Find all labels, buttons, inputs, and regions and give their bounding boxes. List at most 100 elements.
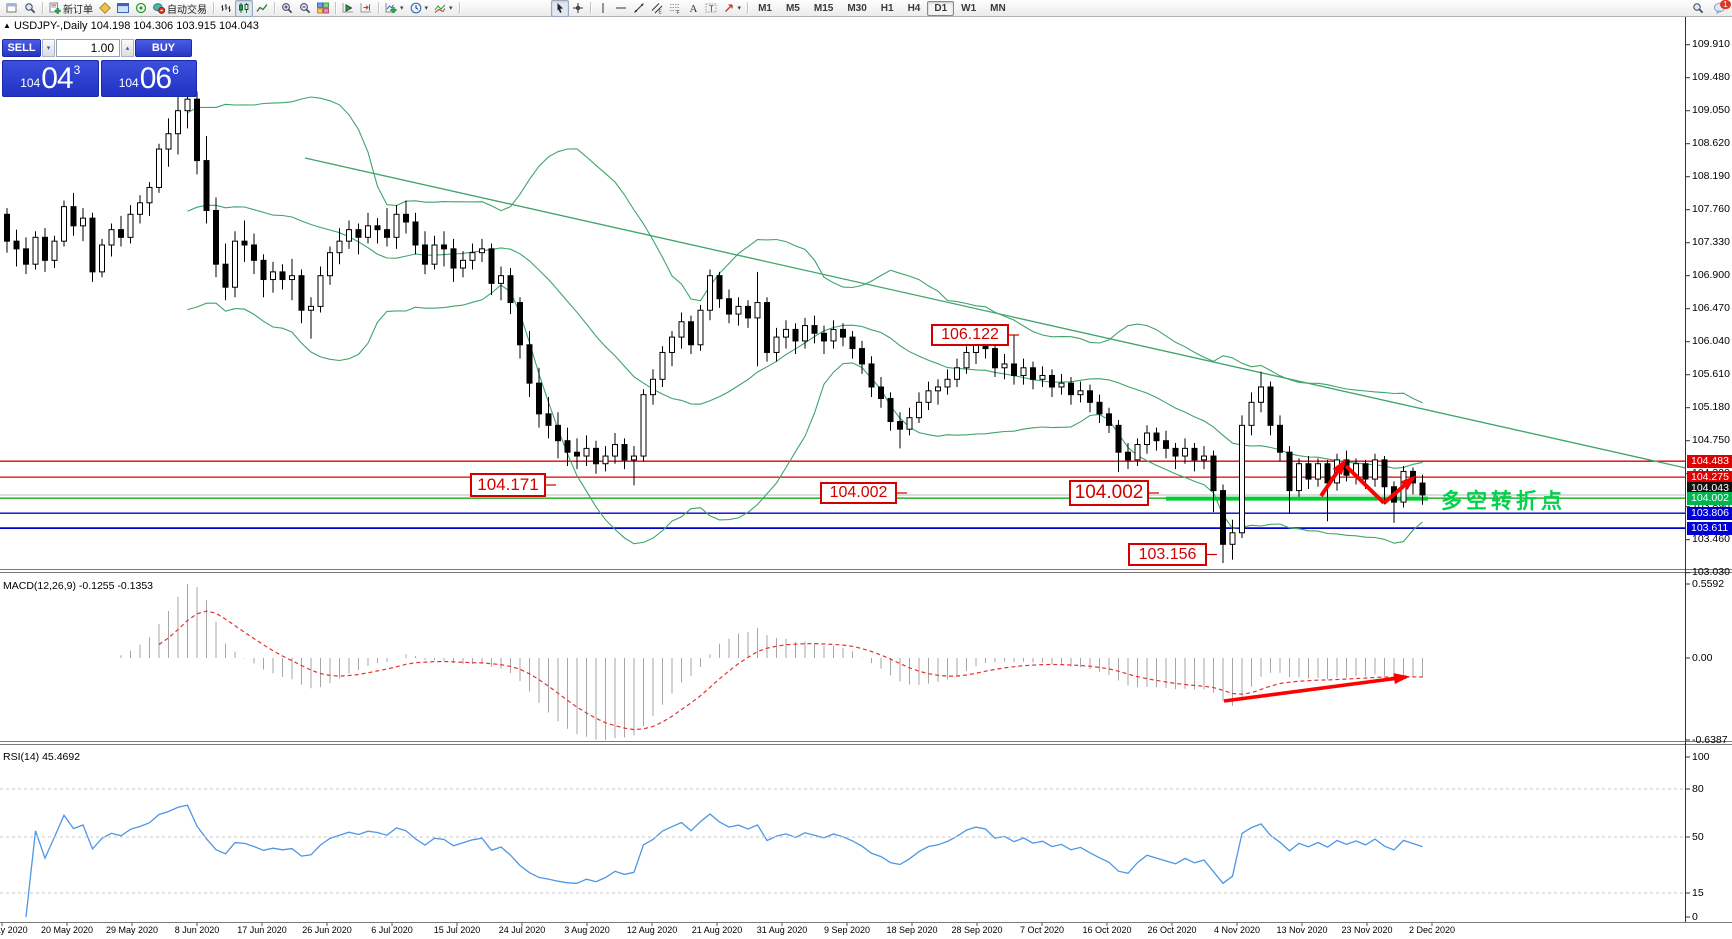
buy-price-button[interactable]: 104 06 6: [100, 60, 197, 97]
auto-scroll-icon[interactable]: [339, 0, 357, 17]
data-window-icon[interactable]: [114, 0, 132, 17]
strategy-tester-icon[interactable]: [132, 0, 150, 17]
date-axis-label: 29 May 2020: [105, 925, 159, 935]
svg-text:E: E: [658, 10, 662, 15]
price-callout[interactable]: 104.002: [820, 482, 897, 504]
notifications-icon[interactable]: 1: [1711, 0, 1731, 17]
toolbar-separator: [274, 2, 275, 14]
new-chart-icon[interactable]: [3, 0, 21, 17]
date-axis-label: 18 Sep 2020: [886, 925, 938, 935]
symbol-info-line: ▲ USDJPY-,Daily 104.198 104.306 103.915 …: [3, 20, 259, 32]
price-callout[interactable]: 103.156: [1128, 543, 1207, 566]
rsi-axis-label: 80: [1692, 782, 1704, 795]
bull-bear-turning-point-annotation[interactable]: 多空转折点: [1441, 490, 1566, 513]
vertical-line-tool-icon[interactable]: [594, 0, 612, 17]
price-action-arrow[interactable]: [1344, 464, 1386, 505]
line-chart-mode-icon[interactable]: [253, 0, 271, 17]
price-action-arrow[interactable]: [1319, 458, 1347, 498]
price-axis-label: 103.460: [1692, 533, 1730, 546]
timeframe-h4[interactable]: H4: [907, 2, 921, 14]
rsi-label: RSI(14) 45.4692: [3, 751, 81, 763]
indicators-list-icon[interactable]: ▾: [382, 0, 407, 17]
bid-main: 04: [41, 62, 73, 95]
main-pane[interactable]: [0, 87, 1690, 564]
text-label-tool-icon[interactable]: T: [702, 0, 720, 17]
volume-increase-button[interactable]: ▴: [121, 39, 134, 57]
bar-chart-mode-icon[interactable]: [217, 0, 235, 17]
date-axis-label: 23 Nov 2020: [1341, 925, 1393, 935]
profiles-icon[interactable]: [96, 0, 114, 17]
sell-price-button[interactable]: 104 04 3: [2, 60, 99, 97]
collapse-triangle-icon[interactable]: ▲: [3, 21, 11, 30]
price-badge: 104.002: [1687, 491, 1732, 505]
toolbar-separator: [458, 2, 460, 14]
toolbar-separator: [747, 2, 749, 14]
timeframe-m30[interactable]: M30: [847, 2, 867, 14]
price-axis-label: 109.910: [1692, 38, 1730, 51]
horizontal-line-tool-icon[interactable]: [612, 0, 630, 17]
macd-axis-label: 0.00: [1692, 651, 1713, 664]
new-order-icon[interactable]: 新订单: [46, 0, 96, 17]
timeframe-w1[interactable]: W1: [961, 2, 977, 14]
toolbar: 新订单 自动交易 ▾ ▾ ▾ E F A T ▾ M1 M5 M15 M30 H1 H4 D1 W1 MN 1: [0, 0, 1732, 17]
price-callout[interactable]: 104.002: [1069, 480, 1149, 506]
price-axis-label: 104.750: [1692, 434, 1730, 447]
price-axis-label: 108.190: [1692, 170, 1730, 183]
buy-button[interactable]: BUY: [135, 39, 192, 57]
market-watch-icon[interactable]: [21, 0, 39, 17]
date-axis-label: 31 Aug 2020: [756, 925, 808, 935]
ask-pip: 6: [172, 63, 179, 77]
toolbar-groups: 新订单 自动交易 ▾ ▾ ▾ E F A T ▾ M1 M5 M15 M30 H1 H4 D1 W1 MN: [3, 0, 1013, 17]
cursor-tool-icon[interactable]: [550, 0, 569, 17]
price-callout[interactable]: 106.122: [931, 324, 1009, 346]
toolbar-separator: [378, 2, 379, 14]
zoom-out-icon[interactable]: [296, 0, 314, 17]
price-axis-label: 105.180: [1692, 401, 1730, 414]
arrows-tool-icon[interactable]: ▾: [720, 0, 745, 17]
svg-text:A: A: [689, 3, 697, 14]
periods-list-icon[interactable]: ▾: [407, 0, 432, 17]
timeframe-m1[interactable]: M1: [758, 2, 772, 14]
price-axis-label: 103.030: [1692, 566, 1730, 579]
date-axis-label: 17 Jun 2020: [237, 925, 287, 935]
equidistant-channel-tool-icon[interactable]: E: [648, 0, 666, 17]
price-badge: 104.483: [1687, 454, 1732, 468]
volume-decrease-button[interactable]: ▾: [42, 39, 55, 57]
timeframe-h1[interactable]: H1: [880, 2, 894, 14]
bid-pip: 3: [73, 63, 81, 77]
trendline-tool-icon[interactable]: [630, 0, 648, 17]
timeframe-d1[interactable]: D1: [927, 0, 955, 16]
rsi-axis-label: 100: [1692, 750, 1710, 763]
date-axis-label: 21 Aug 2020: [691, 925, 743, 935]
price-badge: 103.806: [1687, 506, 1732, 520]
auto-trading-icon[interactable]: 自动交易: [150, 0, 210, 17]
text-tool-icon[interactable]: A: [684, 0, 702, 17]
price-axis-label: 108.620: [1692, 137, 1730, 150]
candlestick-mode-icon[interactable]: [235, 0, 253, 17]
fibonacci-tool-icon[interactable]: F: [666, 0, 684, 17]
price-badge: 104.275: [1687, 470, 1732, 484]
chart-shift-icon[interactable]: [357, 0, 375, 17]
volume-input[interactable]: [56, 39, 120, 57]
macd-axis-label: -0.6387: [1692, 733, 1728, 746]
timeframe-m5[interactable]: M5: [785, 2, 800, 14]
date-axis-label: 7 Oct 2020: [1019, 925, 1065, 935]
templates-icon[interactable]: ▾: [431, 0, 456, 17]
date-axis-label: 8 Jun 2020: [174, 925, 220, 935]
crosshair-tool-icon[interactable]: [569, 0, 587, 17]
timeframe-m15[interactable]: M15: [813, 2, 834, 14]
date-axis-label: 12 Aug 2020: [626, 925, 678, 935]
sell-button[interactable]: SELL: [2, 39, 41, 57]
zoom-in-icon[interactable]: [278, 0, 296, 17]
price-axis-label: 109.050: [1692, 104, 1730, 117]
tile-windows-icon[interactable]: [314, 0, 332, 17]
timeframe-mn[interactable]: MN: [990, 2, 1006, 14]
date-axis-label: 26 Jun 2020: [302, 925, 352, 935]
macd-trend-arrow[interactable]: [1223, 673, 1410, 703]
date-axis-label: 2 Dec 2020: [1408, 925, 1456, 935]
search-icon[interactable]: [1689, 0, 1707, 17]
date-axis-label: 26 Oct 2020: [1147, 925, 1197, 935]
price-callout[interactable]: 104.171: [470, 473, 546, 497]
price-action-arrow[interactable]: [1382, 475, 1417, 505]
